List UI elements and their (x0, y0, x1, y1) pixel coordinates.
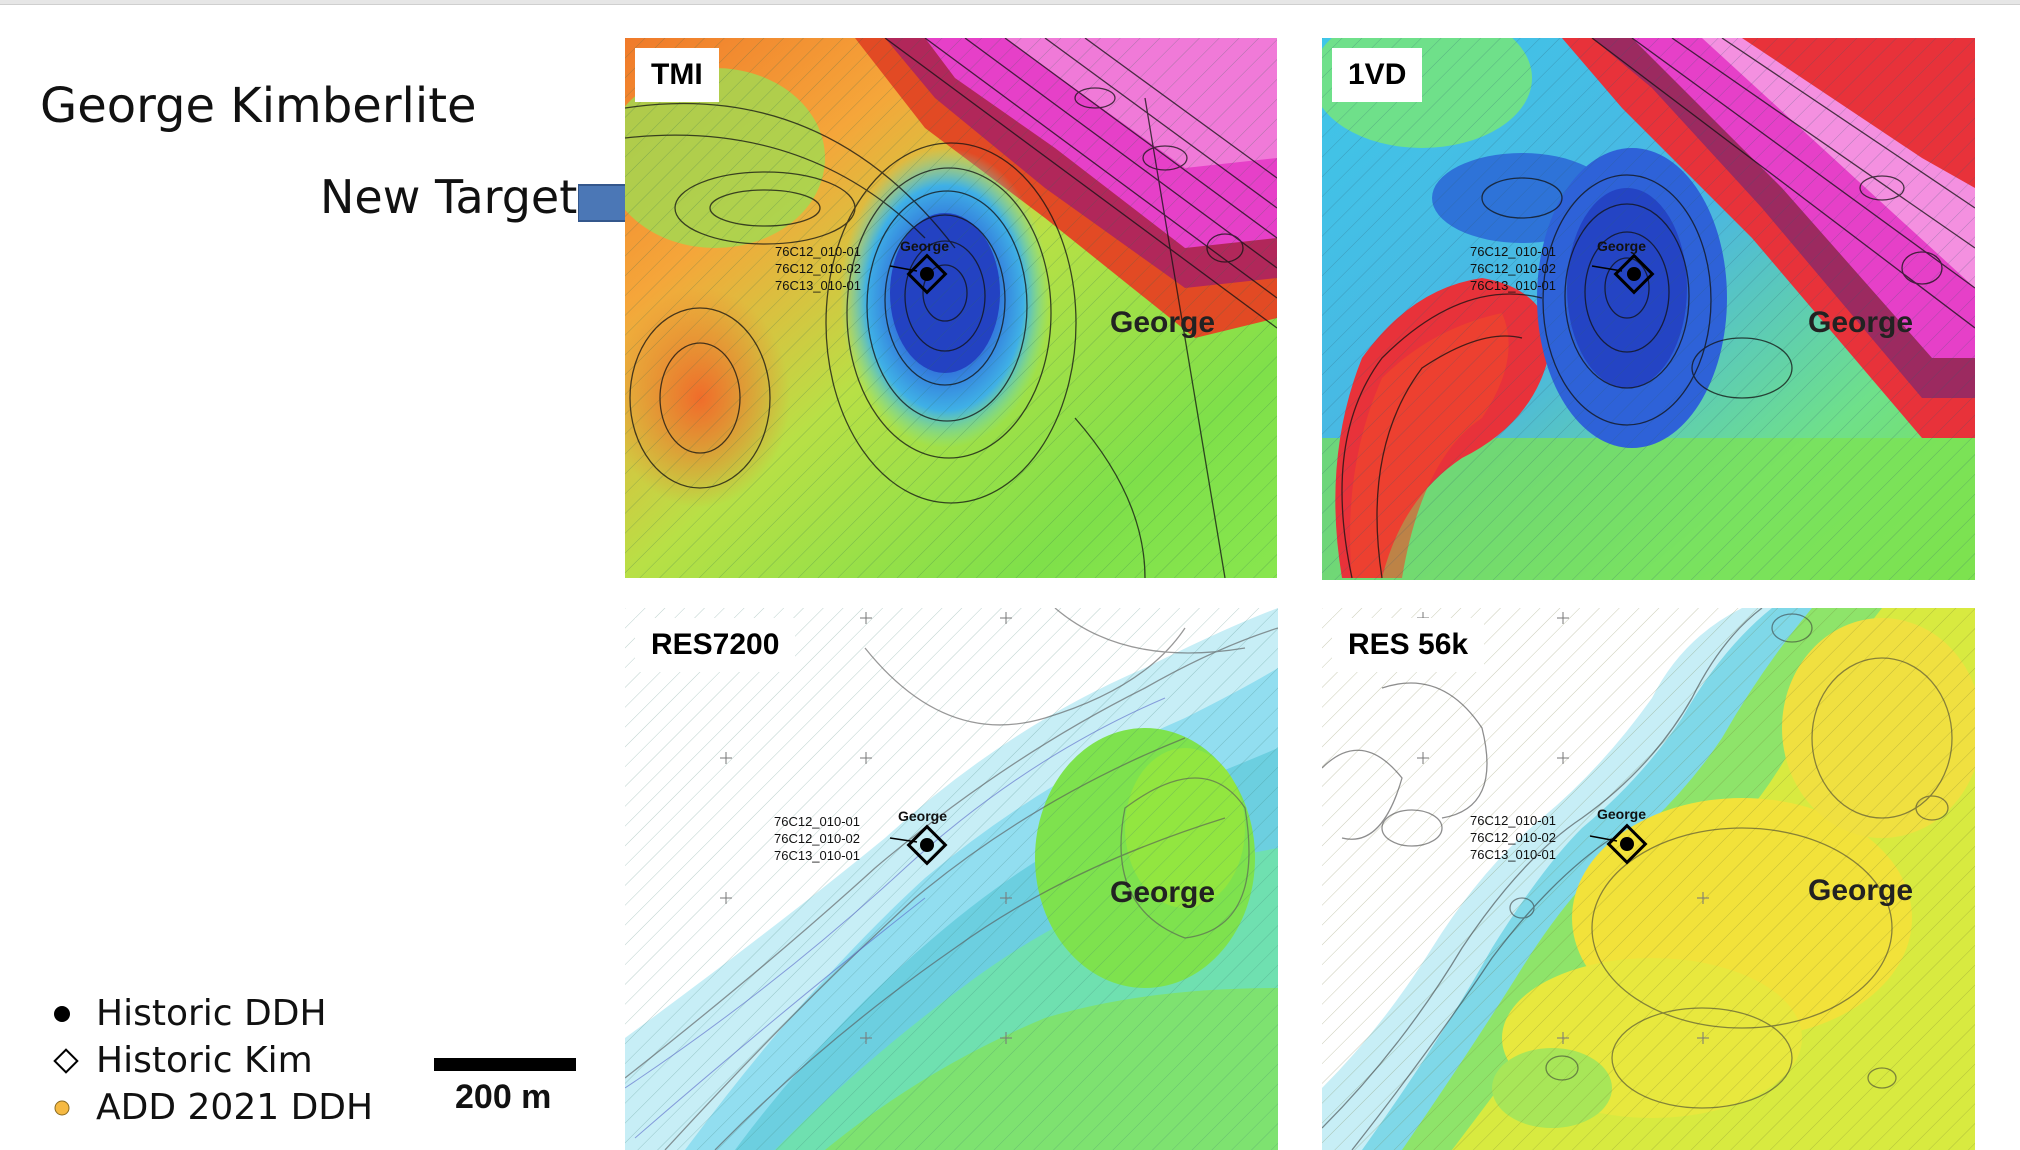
feature-label-1vd: George (1808, 306, 1914, 339)
drillhole-label: 76C12_010-02 (774, 831, 861, 846)
drillhole-label: 76C12_010-01 (1470, 244, 1557, 259)
page-title: George Kimberlite (40, 78, 477, 134)
panel-label-tmi: TMI (635, 48, 719, 102)
drillhole-label: 76C13_010-01 (774, 848, 861, 863)
drillhole-label: 76C13_010-01 (1470, 847, 1557, 862)
window-top-border (0, 0, 2020, 5)
diamond-outline-icon (52, 1047, 96, 1075)
site-label-tmi: George (900, 238, 950, 254)
legend-label: Historic DDH (96, 993, 327, 1034)
map-panel-res7200: RES7200 76C12_010-01 76C12_010-02 76C13_… (625, 608, 1278, 1150)
scale-bar-label: 200 m (455, 1078, 552, 1116)
legend-label: ADD 2021 DDH (96, 1087, 374, 1128)
legend-item-historic-kim: Historic Kim (52, 1037, 373, 1084)
tmi-map-image (625, 38, 1277, 578)
drillhole-labels-res56k: 76C12_010-01 76C12_010-02 76C13_010-01 (1470, 812, 1556, 863)
orange-circle-icon (52, 1098, 96, 1118)
drillhole-label: 76C12_010-02 (775, 261, 862, 276)
drillhole-label: 76C13_010-01 (1470, 278, 1557, 293)
drillhole-label: 76C12_010-01 (775, 244, 862, 259)
feature-label-tmi: George (1110, 306, 1216, 339)
drillhole-labels-1vd: 76C12_010-01 76C12_010-02 76C13_010-01 (1470, 243, 1556, 294)
drillhole-label: 76C12_010-01 (1470, 813, 1557, 828)
new-target-label: New Target (320, 170, 578, 224)
panel-label-res7200: RES7200 (635, 618, 796, 672)
legend-item-historic-ddh: Historic DDH (52, 990, 373, 1037)
drillhole-label: 76C12_010-02 (1470, 261, 1557, 276)
filled-circle-icon (52, 1004, 96, 1024)
map-panel-1vd: 1VD 76C12_010-01 76C12_010-02 76C13_010-… (1322, 38, 1975, 580)
drillhole-label: 76C13_010-01 (775, 278, 862, 293)
map-legend: Historic DDH Historic Kim ADD 2021 DDH (52, 990, 373, 1131)
site-label-1vd: George (1597, 238, 1647, 254)
1vd-map-image (1322, 38, 1975, 580)
drillhole-label: 76C12_010-02 (1470, 830, 1557, 845)
site-label-res7200: George (898, 808, 948, 824)
map-panel-tmi: TMI 76C12_010-01 76C12_010-02 76C13_010-… (625, 38, 1277, 578)
site-label-res56k: George (1597, 806, 1647, 822)
panel-label-1vd: 1VD (1332, 48, 1423, 102)
drillhole-label: 76C12_010-01 (774, 814, 861, 829)
legend-label: Historic Kim (96, 1040, 313, 1081)
res7200-map-image (625, 608, 1278, 1150)
drillhole-labels-tmi: 76C12_010-01 76C12_010-02 76C13_010-01 (775, 243, 861, 294)
feature-label-res56k: George (1808, 874, 1914, 907)
scale-bar (434, 1058, 576, 1071)
feature-label-res7200: George (1110, 876, 1216, 909)
panel-label-res56k: RES 56k (1332, 618, 1485, 672)
map-panel-res56k: RES 56k 76C12_010-01 76C12_010-02 76C13_… (1322, 608, 1975, 1150)
res56k-map-image (1322, 608, 1975, 1150)
legend-item-add-2021-ddh: ADD 2021 DDH (52, 1084, 373, 1131)
drillhole-labels-res7200: 76C12_010-01 76C12_010-02 76C13_010-01 (774, 813, 860, 864)
